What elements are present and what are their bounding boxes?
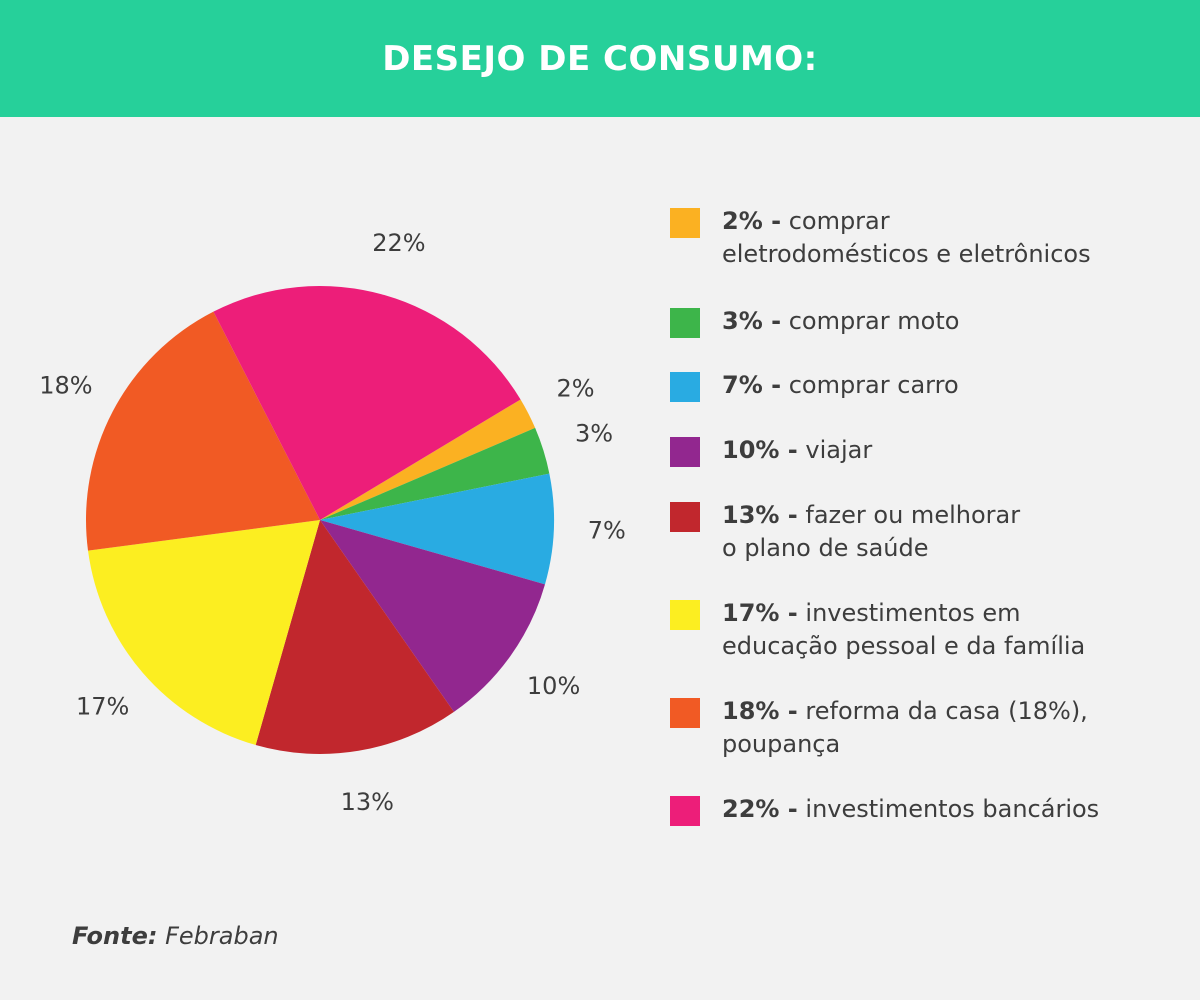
legend-swatch — [670, 208, 700, 238]
pie-slice-2 — [320, 427, 550, 520]
page-title: DESEJO DE CONSUMO: — [382, 38, 818, 79]
legend-item: 7% - comprar carro — [670, 369, 959, 402]
legend-text: 3% - comprar moto — [722, 305, 959, 338]
slice-label-4: 10% — [527, 672, 580, 700]
legend-swatch — [670, 502, 700, 532]
legend-text: 18% - reforma da casa (18%), poupança — [722, 695, 1088, 761]
slice-label-6: 17% — [76, 692, 129, 720]
legend-percent: 18% - — [722, 697, 798, 725]
legend-line: 10% - viajar — [722, 436, 873, 464]
legend-text: 22% - investimentos bancários — [722, 793, 1099, 826]
slice-label-1: 2% — [556, 374, 594, 402]
pie-slice-1 — [320, 399, 536, 520]
legend-item: 10% - viajar — [670, 434, 872, 467]
legend-item: 18% - reforma da casa (18%), poupança — [670, 695, 1088, 761]
legend-text: 13% - fazer ou melhorar o plano de saúde — [722, 499, 1020, 565]
legend-text: 7% - comprar carro — [722, 369, 959, 402]
legend-item: 22% - investimentos bancários — [670, 793, 1099, 826]
legend-line: o plano de saúde — [722, 534, 929, 562]
source-note: Fonte: Febraban — [72, 922, 279, 950]
pie-slice-4 — [320, 520, 545, 712]
legend-swatch — [670, 372, 700, 402]
pie-slice-6 — [88, 520, 320, 745]
slice-label-3: 7% — [588, 516, 626, 544]
legend-swatch — [670, 796, 700, 826]
legend-line: 3% - comprar moto — [722, 307, 960, 335]
legend-line: educação pessoal e da família — [722, 632, 1086, 660]
header-banner: DESEJO DE CONSUMO: — [0, 0, 1200, 117]
pie-slice-8 — [213, 286, 521, 520]
legend-line: 18% - reforma da casa (18%), — [722, 697, 1088, 725]
pie-chart: 2% 3% 7% 10% 13% 17% 18% 22% — [39, 229, 626, 816]
legend-line: 13% - fazer ou melhorar — [722, 501, 1021, 529]
legend-item: 3% - comprar moto — [670, 305, 959, 338]
legend-percent: 2% - — [722, 207, 782, 235]
slice-label-8: 22% — [372, 229, 425, 257]
legend-line: 22% - investimentos bancários — [722, 795, 1100, 823]
legend-line: 7% - comprar carro — [722, 371, 959, 399]
pie-slice-7 — [85, 311, 320, 551]
legend-text: 10% - viajar — [722, 434, 872, 467]
slice-label-2: 3% — [575, 420, 613, 448]
legend-item: 13% - fazer ou melhorar o plano de saúde — [670, 499, 1020, 565]
legend-item: 2% - comprar eletrodomésticos e eletrônic… — [670, 205, 1091, 271]
legend-text: 2% - comprar eletrodomésticos e eletrônic… — [722, 205, 1091, 271]
slice-label-5: 13% — [341, 788, 394, 816]
legend-swatch — [670, 437, 700, 467]
legend-line: eletrodomésticos e eletrônicos — [722, 240, 1091, 268]
legend-percent: 13% - — [722, 501, 798, 529]
source-value: Febraban — [165, 922, 279, 950]
pie-slice-3 — [320, 473, 554, 585]
legend-item: 17% - investimentos em educação pessoal e… — [670, 597, 1085, 663]
source-label: Fonte: — [72, 922, 158, 950]
legend-text: 17% - investimentos em educação pessoal e… — [722, 597, 1085, 663]
legend-line: poupança — [722, 730, 841, 758]
legend-line: 17% - investimentos em — [722, 599, 1021, 627]
legend-swatch — [670, 308, 700, 338]
legend-percent: 10% - — [722, 436, 798, 464]
legend-swatch — [670, 600, 700, 630]
legend-line: 2% - comprar — [722, 207, 890, 235]
pie-slice-5 — [255, 520, 454, 755]
slice-label-7: 18% — [39, 372, 92, 400]
legend-percent: 17% - — [722, 599, 798, 627]
legend-percent: 3% - — [722, 307, 782, 335]
legend-swatch — [670, 698, 700, 728]
legend-percent: 7% - — [722, 371, 782, 399]
legend-percent: 22% - — [722, 795, 798, 823]
